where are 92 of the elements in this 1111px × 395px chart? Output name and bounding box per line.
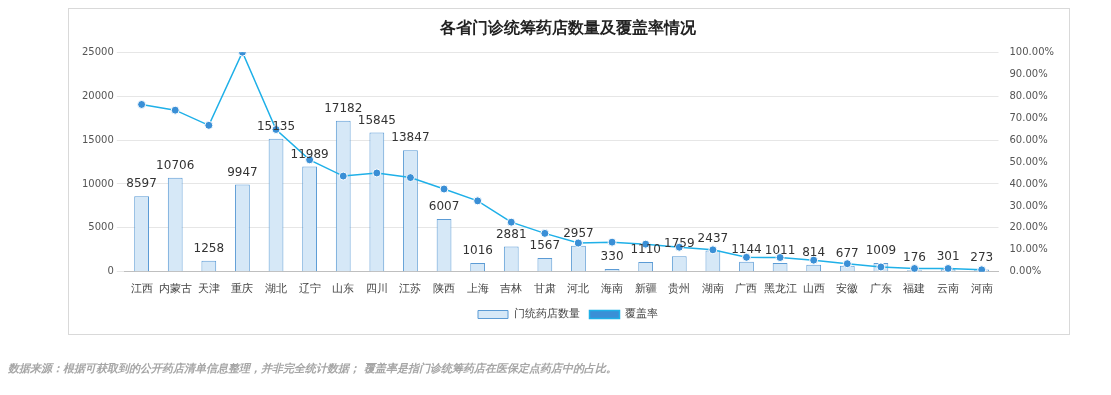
data-label: 1011: [764, 243, 796, 258]
x-tick-label: 安徽: [836, 282, 859, 296]
y-tick-label: 0: [107, 265, 114, 277]
y2-tick-label: 40.00%: [1009, 177, 1048, 189]
data-label: 1144: [731, 241, 762, 256]
data-label: 15135: [256, 118, 296, 133]
legend-label: 门统药店数量: [513, 307, 580, 321]
data-label: 9947: [227, 164, 258, 179]
x-tick-label: 天津: [197, 282, 220, 296]
data-label: 301: [936, 249, 960, 264]
point: [338, 171, 348, 181]
y2-tick-label: 60.00%: [1009, 133, 1048, 145]
data-label: 1110: [630, 242, 661, 257]
data-label: 8597: [126, 176, 157, 191]
data-label: 2437: [697, 230, 729, 245]
y-tick-label: 15000: [82, 133, 114, 145]
point: [809, 255, 819, 265]
point: [977, 265, 987, 272]
y2-tick-label: 50.00%: [1009, 155, 1048, 167]
x-tick-label: 云南: [937, 282, 960, 296]
point: [708, 245, 718, 255]
point: [910, 264, 919, 272]
point: [372, 168, 382, 178]
point: [170, 105, 180, 115]
source-note: 数据来源：根据可获取到的公开药店清单信息整理，并非完全统计数据； 覆盖率是指门诊统筹药店在医保定点药店中的占比。: [8, 361, 618, 376]
y2-tick-label: 0.00%: [1009, 265, 1042, 277]
x-tick-label: 四川: [365, 282, 388, 296]
x-tick-label: 内蒙古: [158, 282, 192, 296]
data-label: 677: [835, 245, 859, 260]
y2-tick-label: 100.00%: [1009, 45, 1055, 57]
x-tick-label: 江苏: [399, 282, 422, 296]
data-label: 273: [970, 249, 994, 264]
x-tick-label: 海南: [601, 282, 624, 296]
point: [842, 259, 852, 269]
point: [506, 217, 516, 227]
y-tick-label: 25000: [82, 45, 114, 57]
data-label: 17182: [324, 101, 363, 115]
point: [607, 237, 617, 247]
point: [439, 184, 449, 194]
data-label: 814: [802, 244, 826, 259]
y-tick-label: 5000: [88, 221, 114, 233]
x-tick-label: 重庆: [231, 282, 254, 296]
x-tick-label: 河南: [970, 282, 993, 296]
point: [540, 228, 550, 238]
point: [204, 120, 214, 130]
x-tick-label: 江西: [130, 282, 153, 296]
x-tick-label: 河北: [567, 282, 590, 296]
x-tick-label: 广东: [869, 282, 892, 296]
x-tick-label: 甘肃: [533, 282, 556, 296]
y2-tick-label: 20.00%: [1009, 221, 1048, 233]
data-label: 10706: [156, 157, 195, 172]
y2-tick-label: 90.00%: [1009, 67, 1048, 79]
point: [943, 264, 953, 272]
x-tick-label: 陕西: [433, 282, 456, 296]
legend-label: 覆盖率: [625, 307, 658, 321]
point: [473, 196, 483, 206]
y2-tick-label: 70.00%: [1009, 111, 1048, 123]
x-tick-label: 湖北: [265, 282, 288, 296]
point: [775, 253, 785, 263]
x-tick-label: 黑龙江: [763, 282, 797, 296]
x-tick-label: 湖南: [701, 282, 724, 296]
data-label: 1258: [193, 240, 225, 255]
data-label: 1759: [664, 236, 695, 251]
data-label: 176: [903, 250, 926, 265]
x-tick-label: 上海: [466, 282, 489, 296]
data-label: 2881: [495, 226, 527, 241]
x-tick-label: 广西: [735, 282, 758, 296]
y-tick-label: 10000: [82, 177, 114, 189]
x-tick-label: 辽宁: [298, 282, 321, 296]
data-label: 15845: [357, 112, 396, 127]
data-label: 1009: [865, 243, 897, 258]
data-label: 13847: [391, 130, 430, 145]
point: [405, 173, 415, 183]
x-tick-label: 山东: [332, 282, 355, 296]
y2-tick-label: 80.00%: [1009, 89, 1048, 101]
x-tick-label: 山西: [802, 282, 825, 296]
data-label: 330: [600, 249, 624, 264]
chart-title: 各省门诊统筹药店数量及覆盖率情况: [439, 17, 697, 37]
y2-tick-label: 30.00%: [1009, 199, 1048, 211]
data-label: 1016: [462, 243, 493, 257]
data-label: 2957: [563, 225, 594, 240]
point: [741, 252, 751, 262]
point: [137, 99, 147, 109]
x-tick-label: 福建: [903, 282, 926, 296]
x-tick-label: 贵州: [668, 282, 691, 296]
x-tick-label: 吉林: [500, 282, 523, 296]
y2-tick-label: 10.00%: [1009, 243, 1048, 255]
y-tick-label: 20000: [82, 89, 114, 101]
data-label: 1567: [529, 238, 561, 253]
point: [573, 238, 583, 248]
data-label: 6007: [428, 199, 460, 214]
x-tick-label: 新疆: [634, 282, 657, 296]
